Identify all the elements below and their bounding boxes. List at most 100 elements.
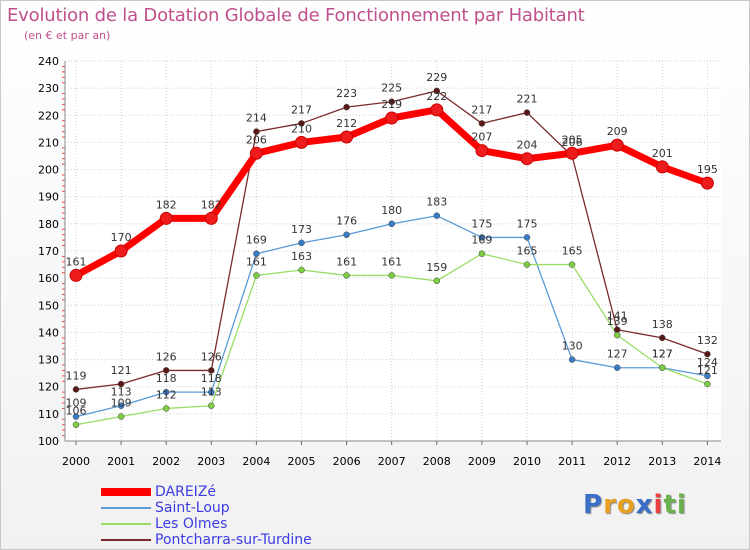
data-label: 207	[471, 131, 492, 144]
data-point	[568, 261, 576, 268]
data-point	[114, 244, 128, 258]
data-point	[430, 103, 444, 117]
data-point	[253, 250, 260, 257]
logo-letter: P	[583, 490, 604, 520]
data-label: 132	[697, 334, 718, 347]
data-label: 127	[652, 348, 673, 361]
data-label: 169	[246, 234, 267, 247]
data-label: 126	[201, 350, 222, 363]
data-label: 130	[562, 340, 583, 353]
series-points	[69, 87, 714, 428]
data-label: 106	[66, 405, 87, 418]
x-tick-label: 2004	[242, 455, 270, 468]
x-tick-label: 2011	[558, 455, 586, 468]
data-point	[704, 380, 711, 388]
data-point	[162, 367, 170, 374]
data-point	[613, 364, 621, 371]
data-label: 163	[291, 250, 312, 263]
data-point	[72, 386, 80, 393]
data-label: 112	[156, 388, 177, 401]
x-tick-label: 2014	[693, 455, 721, 468]
y-tick-label: 170	[38, 245, 59, 258]
x-tick-label: 2003	[197, 455, 225, 468]
x-axis: 2000 2001 2002 2003 2004 2005 2006 2007 2008 2009…	[62, 440, 721, 468]
data-label: 223	[336, 87, 357, 100]
legend-item: DAREIZé	[101, 484, 361, 500]
data-point	[478, 120, 486, 127]
data-label: 113	[201, 386, 222, 399]
data-label: 170	[111, 231, 132, 244]
data-label: 113	[111, 386, 132, 399]
data-point	[385, 111, 399, 125]
data-point	[159, 211, 173, 225]
y-tick-label: 120	[38, 381, 59, 394]
data-point	[343, 103, 350, 111]
data-point	[343, 231, 350, 238]
data-point	[208, 367, 215, 374]
data-point	[295, 135, 308, 149]
data-point	[613, 331, 621, 339]
data-label: 119	[66, 369, 87, 382]
legend-swatch	[101, 523, 151, 525]
data-label: 175	[471, 217, 492, 230]
y-tick-label: 190	[38, 191, 59, 204]
data-point	[117, 402, 125, 409]
data-point	[162, 405, 170, 412]
data-point	[520, 152, 534, 166]
data-label: 127	[652, 348, 673, 361]
data-label: 212	[336, 117, 357, 130]
chart-title: Evolution de la Dotation Globale de Fonc…	[7, 5, 585, 26]
data-point	[340, 130, 354, 144]
data-point	[433, 277, 441, 285]
y-tick-label: 210	[38, 136, 59, 149]
x-tick-label: 2005	[288, 455, 316, 468]
data-point	[249, 146, 263, 160]
data-label: 217	[291, 103, 312, 116]
data-label: 139	[607, 315, 628, 328]
data-point	[704, 350, 711, 358]
y-tick-label: 200	[38, 164, 59, 177]
data-label: 182	[201, 198, 222, 211]
data-label: 161	[336, 255, 357, 268]
logo-letter: x	[635, 490, 654, 520]
data-label: 161	[66, 255, 87, 268]
data-label: 225	[381, 82, 402, 95]
data-point	[659, 334, 666, 342]
y-tick-label: 230	[38, 82, 59, 95]
y-axis: 100 110 120 130 140 150 160 170 180 190 200 210 220 2…	[38, 55, 66, 448]
legend-item: Les Olmes	[101, 516, 361, 532]
data-label: 118	[156, 372, 177, 385]
data-label: 210	[291, 122, 312, 135]
data-label: 161	[381, 255, 402, 268]
data-point	[117, 413, 125, 420]
logo-letter: t	[663, 490, 677, 520]
data-point	[523, 261, 531, 268]
data-point	[655, 160, 669, 174]
x-tick-label: 2010	[513, 455, 541, 468]
data-point	[475, 144, 489, 158]
data-label: 214	[246, 112, 267, 125]
data-point	[253, 272, 260, 279]
x-tick-label: 2012	[603, 455, 631, 468]
y-tick-label: 130	[38, 354, 59, 367]
proxiti-logo: Proxiti	[583, 490, 687, 520]
data-label: 121	[111, 364, 132, 377]
y-tick-label: 100	[38, 435, 59, 448]
legend-label: Saint-Loup	[155, 500, 230, 516]
legend: DAREIZé Saint-Loup Les Olmes Pontcharra-sur…	[101, 484, 361, 548]
data-label: 138	[652, 318, 673, 331]
data-label: 206	[246, 133, 267, 146]
legend-swatch	[101, 539, 151, 541]
logo-letter: r	[603, 490, 617, 520]
data-label: 206	[562, 136, 583, 149]
data-label: 209	[607, 125, 628, 138]
data-point	[117, 380, 125, 388]
y-tick-label: 240	[38, 55, 59, 68]
legend-label: Les Olmes	[155, 516, 228, 532]
data-label: 141	[607, 310, 628, 323]
data-point	[388, 98, 395, 105]
data-point	[208, 402, 215, 409]
data-point	[388, 272, 395, 279]
x-tick-label: 2008	[423, 455, 451, 468]
data-point	[610, 138, 624, 152]
